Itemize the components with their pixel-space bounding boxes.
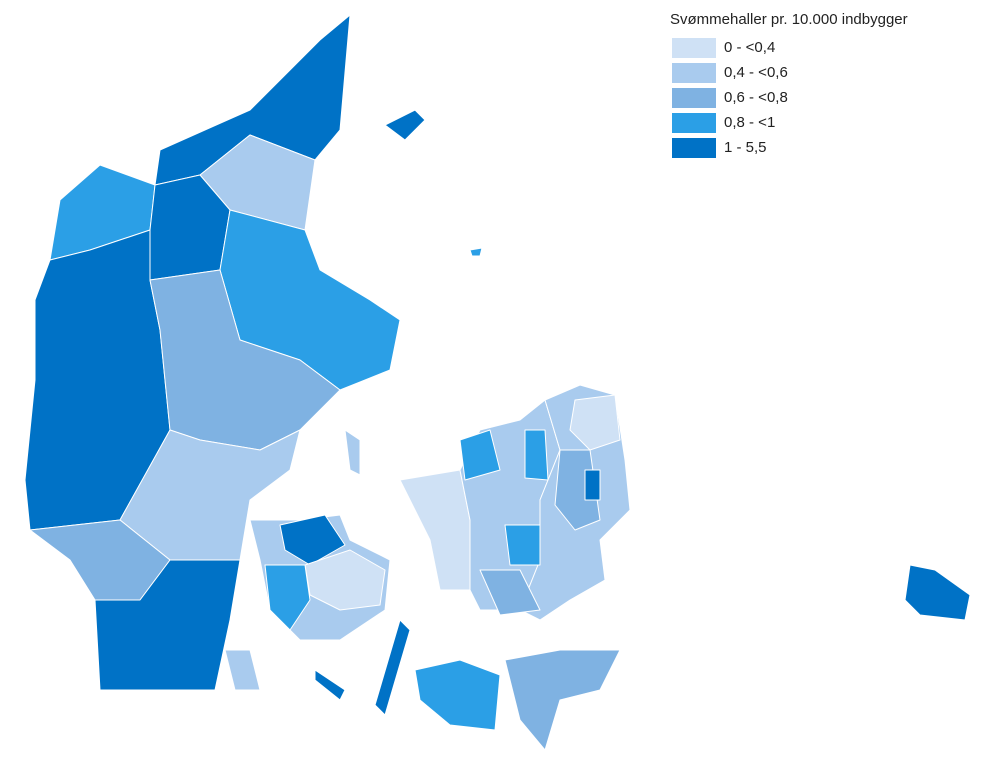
legend-label: 1 - 5,5	[724, 139, 767, 156]
legend-label: 0,8 - <1	[724, 114, 775, 131]
legend: Svømmehaller pr. 10.000 indbygger 0 - <0…	[670, 11, 908, 158]
region	[479, 569, 541, 616]
legend-swatch	[672, 63, 716, 83]
region	[504, 524, 541, 566]
region	[374, 619, 411, 716]
legend-label: 0,6 - <0,8	[724, 89, 788, 106]
region	[459, 429, 501, 481]
region	[504, 649, 621, 751]
legend-swatch	[672, 138, 716, 158]
region	[94, 559, 241, 691]
legend-swatch	[672, 38, 716, 58]
legend-label: 0 - <0,4	[724, 39, 775, 56]
region	[224, 649, 261, 691]
legend-label: 0,4 - <0,6	[724, 64, 788, 81]
region	[414, 659, 501, 731]
region	[399, 469, 471, 591]
region	[584, 469, 601, 501]
region	[384, 109, 426, 141]
legend-title: Svømmehaller pr. 10.000 indbygger	[670, 11, 908, 28]
region	[904, 564, 971, 621]
region	[469, 247, 483, 257]
legend-swatch	[672, 88, 716, 108]
region	[279, 514, 346, 566]
region	[524, 429, 549, 481]
region	[264, 564, 311, 631]
region	[569, 394, 621, 451]
region	[314, 669, 346, 701]
region	[344, 429, 361, 476]
region	[304, 549, 386, 611]
legend-swatch	[672, 113, 716, 133]
regions	[24, 14, 971, 751]
